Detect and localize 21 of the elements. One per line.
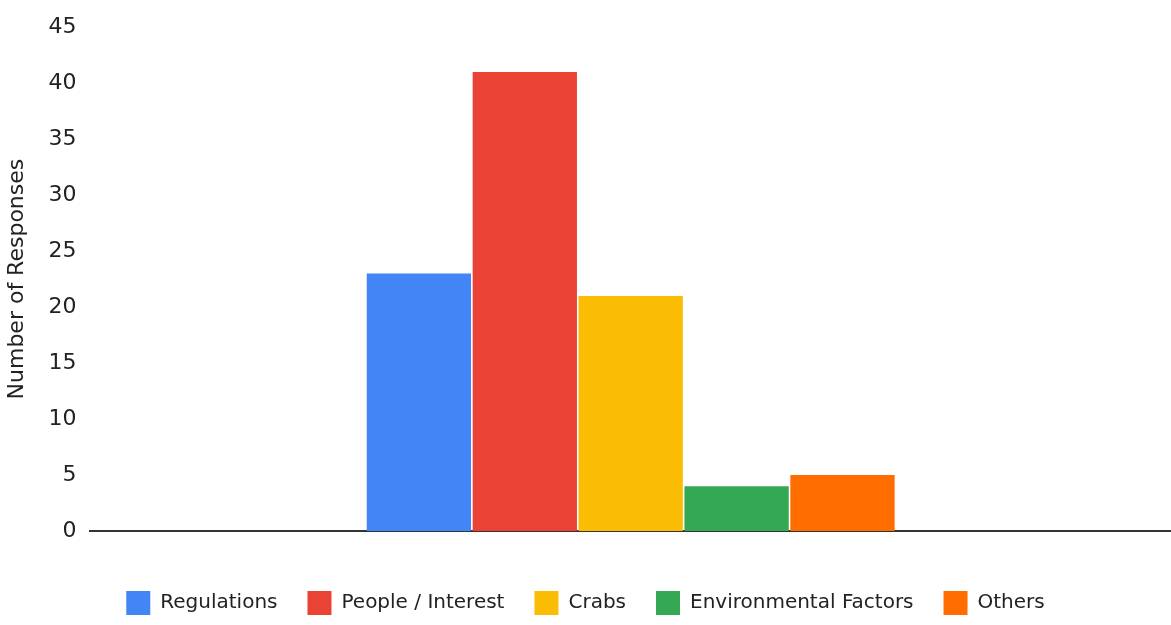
y-axis-title: Number of Responses bbox=[2, 158, 28, 400]
legend-label: Regulations bbox=[160, 589, 278, 614]
legend-label: Others bbox=[977, 589, 1045, 614]
bar bbox=[578, 295, 683, 531]
y-tick-label: 0 bbox=[62, 516, 77, 542]
legend-label: Crabs bbox=[568, 589, 627, 614]
y-tick-label: 20 bbox=[48, 292, 77, 318]
y-tick-label: 25 bbox=[48, 236, 77, 262]
y-tick-label: 30 bbox=[48, 180, 77, 206]
legend-label: Environmental Factors bbox=[690, 589, 914, 614]
legend-label: People / Interest bbox=[341, 589, 505, 614]
y-tick-label: 45 bbox=[48, 12, 77, 38]
bar bbox=[790, 475, 895, 531]
bar bbox=[472, 71, 577, 531]
y-tick-label: 10 bbox=[48, 404, 77, 430]
y-tick-label: 35 bbox=[48, 124, 77, 150]
y-tick-label: 40 bbox=[48, 68, 77, 94]
y-tick-label: 15 bbox=[48, 348, 77, 374]
bar bbox=[366, 273, 472, 531]
y-tick-label: 5 bbox=[62, 460, 77, 486]
bar bbox=[684, 486, 789, 531]
